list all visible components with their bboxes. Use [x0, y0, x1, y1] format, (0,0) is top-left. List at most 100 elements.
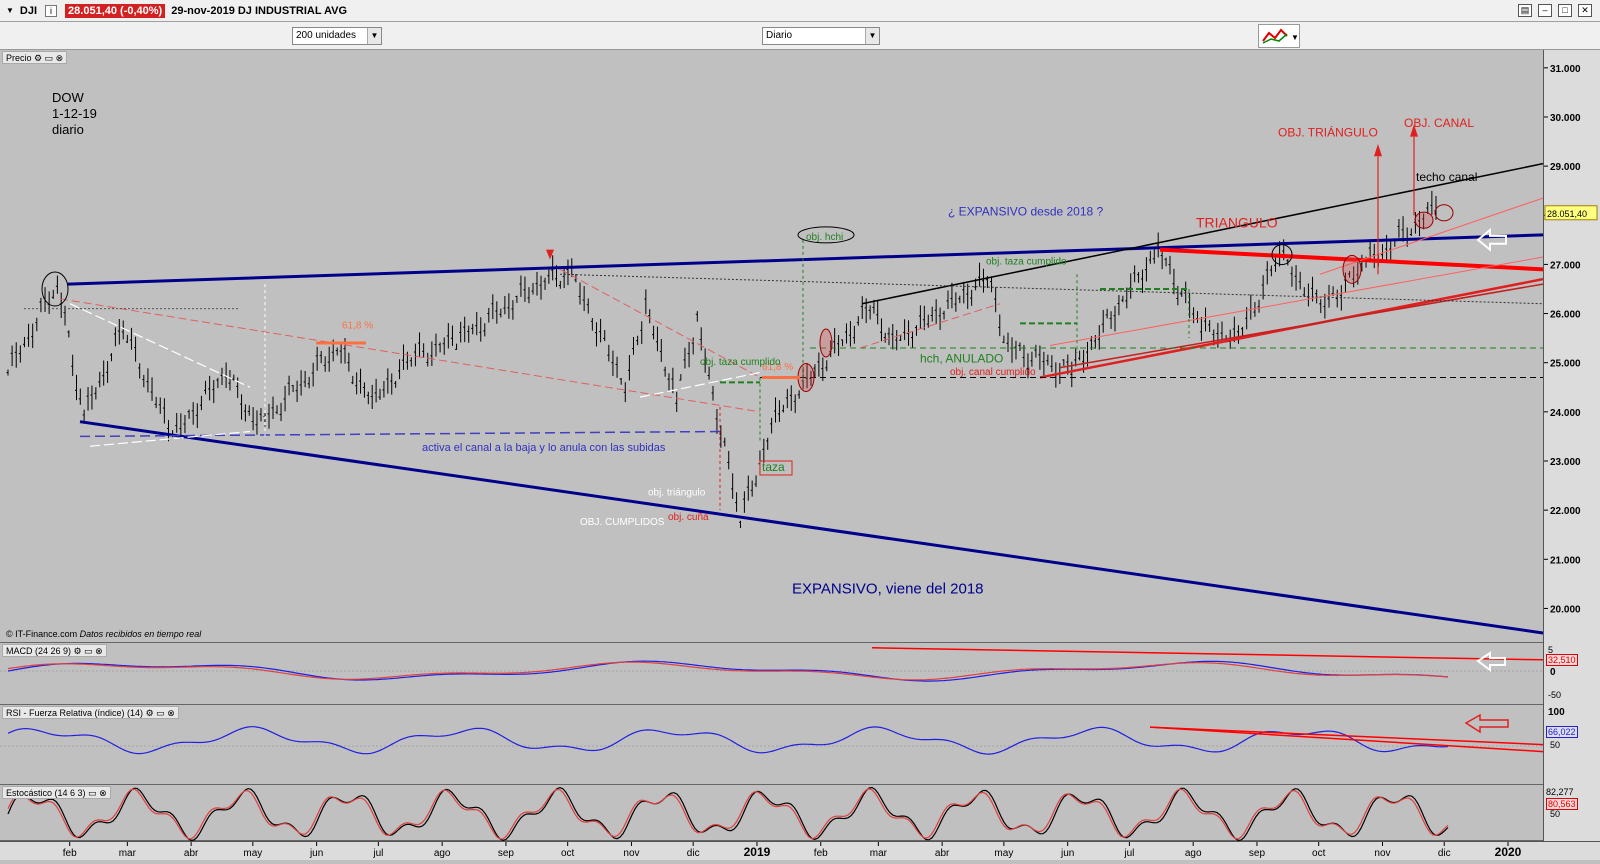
time-axis-label: sep: [498, 848, 515, 859]
stoch-tick-mid: 50: [1550, 809, 1561, 819]
obj-canal-arrow-icon: [1410, 124, 1418, 137]
macd-panel-label: MACD (24 26 9) ⚙ ▭ ⊗: [2, 644, 107, 657]
time-axis-label: oct: [1312, 848, 1326, 859]
chart-type-icon: ▼: [1262, 28, 1299, 44]
price-axis-label: 30.000: [1550, 113, 1581, 124]
macd-tick-zero: 0: [1550, 667, 1556, 678]
expansivo-question-label: ¿ EXPANSIVO desde 2018 ?: [948, 204, 1104, 218]
red-dashed-hchi: [859, 303, 1001, 349]
expansive-lower-line: [79, 420, 1543, 635]
top-ellipse-2: [1434, 204, 1454, 222]
time-axis-label: nov: [1374, 848, 1390, 859]
obj-cuna-label: obj. cuña: [668, 512, 709, 523]
time-axis-label: feb: [63, 848, 77, 859]
time-axis-label: feb: [814, 848, 828, 859]
stoch-label-text: Estocástico (14 6 3): [6, 788, 86, 798]
rsi-panel-label: RSI - Fuerza Relativa (índice) (14) ⚙ ▭ …: [2, 706, 179, 719]
expansive-upper-line: [67, 233, 1543, 286]
price-axis-label: 24.000: [1550, 408, 1581, 419]
macd-label-text: MACD (24 26 9): [6, 646, 72, 656]
current-price-tag-bg: [1544, 205, 1598, 221]
minimize-icon[interactable]: –: [1538, 4, 1552, 17]
time-axis-label: mar: [119, 848, 137, 859]
triangle-lower-line-2: [1059, 283, 1543, 369]
chevron-down-icon: ▼: [865, 28, 879, 44]
triangulo-label: TRIANGULO: [1196, 215, 1278, 231]
stoch-tag-k: 82,277: [1546, 787, 1574, 797]
wrench-icon[interactable]: ⚙: [34, 53, 43, 63]
price-axis-label: 26.000: [1550, 310, 1581, 321]
price-axis-svg: 31.00030.00029.00028.00027.00026.00025.0…: [1544, 64, 1598, 615]
units-select[interactable]: 200 unidades ▼: [292, 27, 382, 45]
chart-type-button[interactable]: ▼: [1258, 24, 1300, 48]
taza-box: [759, 460, 793, 476]
time-axis-label: abr: [184, 848, 199, 859]
close-icon[interactable]: ✕: [1578, 4, 1592, 17]
macd-panel[interactable]: MACD (24 26 9) ⚙ ▭ ⊗: [0, 643, 1543, 705]
window-icon[interactable]: ▭: [156, 708, 165, 718]
obj-hchi-label: obj. hchi: [806, 232, 843, 243]
rsi-value-tag: 66,022: [1546, 726, 1578, 738]
price-panel[interactable]: DOW 1-12-19 diario 61,8 % 61,8 % activa el ca…: [0, 50, 1543, 643]
price-axis-label: 25.000: [1550, 359, 1581, 370]
hch-anulado-label: hch, ANULADO: [920, 352, 1003, 366]
credit-line: © IT-Finance.com Datos recibidos en tiem…: [6, 629, 201, 639]
window-icon[interactable]: ▭: [88, 788, 97, 798]
time-axis-label: nov: [623, 848, 639, 859]
rsi-panel[interactable]: RSI - Fuerza Relativa (índice) (14) ⚙ ▭ …: [0, 705, 1543, 785]
macd-signal-line: [7, 661, 1449, 681]
fib-label-2: 61,8 %: [762, 362, 793, 373]
rsi-chart[interactable]: [0, 705, 1543, 785]
time-axis-label: 2020: [1495, 845, 1522, 859]
close-icon[interactable]: ⊗: [55, 53, 64, 63]
stoch-chart[interactable]: [0, 785, 1543, 841]
last-price-badge: 28.051,40 (-0,40%): [65, 3, 166, 18]
dropdown-arrow-icon[interactable]: ▼: [6, 6, 14, 15]
white-arrow-icon: [1476, 651, 1506, 672]
close-icon[interactable]: ⊗: [167, 708, 175, 718]
obj-cumplidos-label: OBJ. CUMPLIDOS: [580, 517, 665, 528]
triangle-ellipse-2: [1271, 244, 1293, 266]
macd-chart[interactable]: [0, 643, 1543, 705]
price-axis[interactable]: 31.00030.00029.00028.00027.00026.00025.0…: [1543, 50, 1600, 643]
rsi-trend-line: [1149, 726, 1543, 753]
keyboard-icon[interactable]: ▤: [1518, 4, 1532, 17]
peak-ellipse: [41, 271, 69, 307]
period-select[interactable]: Diario ▼: [762, 27, 880, 45]
obj-triangulo-arrow-icon: [1374, 144, 1382, 157]
symbol-label[interactable]: DJI: [19, 4, 38, 17]
price-axis-label: 21.000: [1550, 555, 1581, 566]
time-axis-label: jun: [1060, 848, 1074, 859]
stoch-d-line: [7, 788, 1449, 840]
macd-tick-pos: 5: [1548, 645, 1554, 655]
taza-label: taza: [762, 460, 785, 474]
time-axis-label: dic: [1438, 848, 1451, 859]
time-axis-label: jun: [309, 848, 323, 859]
price-axis-label: 31.000: [1550, 64, 1581, 75]
info-icon[interactable]: i: [45, 4, 58, 17]
triangle-ellipse: [1342, 254, 1362, 284]
time-axis-label: ago: [434, 848, 451, 859]
header-bar: ▼ DJI i 28.051,40 (-0,40%) 29-nov-2019 D…: [0, 0, 1600, 22]
price-axis-label: 23.000: [1550, 457, 1581, 468]
stoch-axis: 82,277 80,563 50: [1543, 785, 1600, 841]
maximize-icon[interactable]: □: [1558, 4, 1572, 17]
blue-dashed-channel: [79, 430, 721, 438]
taza-cumplido-label: obj. taza cumplido: [700, 357, 781, 368]
close-icon[interactable]: ⊗: [95, 646, 103, 656]
rsi-label-text: RSI - Fuerza Relativa (índice) (14): [6, 708, 144, 718]
chart-title: 29-nov-2019 DJ INDUSTRIAL AVG: [171, 4, 348, 17]
macd-line: [7, 660, 1449, 682]
stoch-panel[interactable]: Estocástico (14 6 3) ▭ ⊗: [0, 785, 1543, 841]
window-icon[interactable]: ▭: [84, 646, 93, 656]
wrench-icon[interactable]: ⚙: [145, 708, 154, 718]
time-axis-label: 2019: [744, 845, 771, 859]
expansivo-main-label: EXPANSIVO, viene del 2018: [792, 581, 984, 598]
wrench-icon[interactable]: ⚙: [73, 646, 82, 656]
window-icon[interactable]: ▭: [44, 53, 54, 63]
close-icon[interactable]: ⊗: [99, 788, 107, 798]
rsi-axis: 100 66,022 50: [1543, 705, 1600, 785]
obj-canal-label: OBJ. CANAL: [1404, 116, 1474, 130]
svg-text:▼: ▼: [1291, 33, 1299, 42]
